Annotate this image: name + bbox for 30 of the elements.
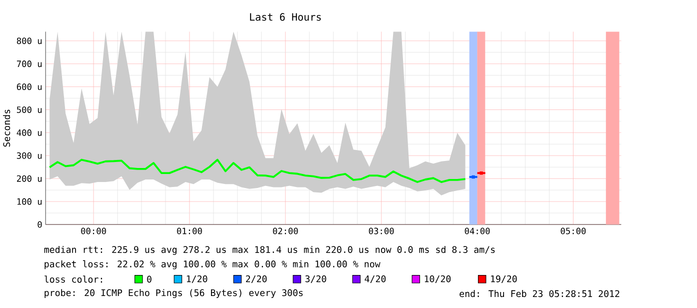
text: packet loss: 22.02 % avg 100.00 % max 0.00 % min 100.00 % now (44, 260, 380, 270)
y-tick-label: 0 (38, 221, 42, 228)
x-tick-label: 01:00 (177, 228, 202, 234)
y-tick-label: 700 u (16, 60, 42, 68)
x-tick-label: 04:00 (464, 228, 490, 234)
legend-label: 0 (147, 276, 152, 283)
y-axis-title: Seconds (3, 110, 10, 147)
y-tick-label: 200 u (17, 175, 42, 182)
y-tick-label: 500 u (16, 106, 42, 113)
x-tick-label: 00:00 (81, 228, 106, 234)
text: end: Thu Feb 23 05:28:51 2012 (460, 290, 620, 298)
x-tick-label: 05:00 (560, 228, 586, 234)
legend-label: 2/20 (246, 275, 267, 283)
line-series (48, 158, 466, 183)
legend-label: 19/20 (491, 275, 517, 283)
chart-title: Last 6 Hours (250, 13, 321, 21)
y-tick-label: 600 u (16, 84, 42, 90)
y-tick-label: 300 u (16, 152, 42, 159)
legend-label: 3/20 (305, 275, 326, 283)
legend-title: loss color: (44, 276, 102, 283)
x-tick-label: 03:00 (368, 228, 394, 234)
legend-label: 1/20 (186, 275, 208, 283)
y-tick-label: 400 u (16, 129, 42, 136)
text: probe: 20 ICMP Echo Pings (56 Bytes) every 300s (44, 289, 303, 298)
legend-label: 10/20 (424, 275, 451, 283)
text: median rtt: 225.9 us avg 278.2 us max 181.4 us min 220.0 us now 0.0 ms sd 8.3 am/s (44, 246, 495, 255)
y-tick-label: 800 u (16, 38, 42, 44)
y-tick-label: 100 u (17, 198, 42, 205)
x-tick-label: 02:00 (272, 228, 298, 234)
legend-label: 4/20 (364, 275, 386, 283)
